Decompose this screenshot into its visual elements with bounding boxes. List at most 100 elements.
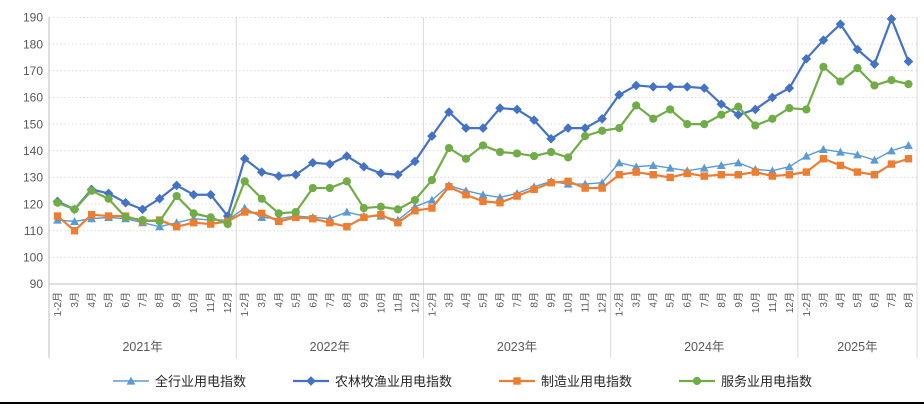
circle-data-point [121,213,130,222]
x-axis-month-label: 10月 [375,292,387,313]
circle-data-point [70,205,79,214]
triangle-data-point [155,222,165,231]
diamond-data-point [239,153,250,164]
series-line [56,144,910,228]
line-chart: 90 100 110 120 130 140 150 160 170 180 190 1-2月 3月 4月… [23,11,918,358]
x-axis-month-label: 5月 [290,292,302,308]
x-axis-month-label: 6月 [682,292,694,308]
x-axis-month-label: 3月 [443,292,455,308]
circle-data-point [632,101,641,110]
x-axis-month-label: 8月 [903,292,915,308]
x-axis-month-label: 12月 [222,292,234,313]
square-data-point [496,199,504,207]
diamond-data-point [205,189,216,200]
x-axis-month-label: 3月 [69,292,81,308]
circle-data-point [529,151,539,161]
x-axis-month-label: 5月 [665,292,677,308]
diamond-data-point [665,81,676,92]
square-data-point [309,215,317,223]
x-axis-year-label: 2025年 [837,340,877,354]
series [53,141,913,231]
diamond-data-point [137,204,148,215]
square-data-point [785,171,794,179]
x-axis-month-label: 11月 [392,292,404,312]
diamond-data-point [120,197,131,208]
circle-data-point [155,217,164,226]
y-axis-tick-label: 150 [23,117,43,131]
series [53,62,913,229]
circle-data-point [836,77,845,86]
chart-legend: 全行业用电指数 农林牧渔业用电指数 制造业用电指数 服务业用电指数 [0,371,924,390]
x-axis-month-label: 11月 [580,292,592,312]
diamond-data-point [393,169,403,180]
circle-data-point [376,202,385,211]
square-data-point [530,185,538,194]
square-data-point [547,179,555,187]
x-axis-month-label: 1-2月 [801,292,813,316]
diamond-data-point [444,107,454,117]
diamond-data-point [784,83,795,93]
circle-data-point [785,104,794,113]
diamond-marker-icon [292,375,329,386]
x-axis-month-label: 3月 [818,292,830,308]
x-axis-month-label: 8月 [341,292,353,308]
circle-data-point [274,209,283,218]
circle-data-point [87,186,96,195]
y-axis-tick-label: 100 [23,251,43,265]
triangle-data-point [495,192,505,201]
diamond-data-point [648,81,658,92]
circle-data-point [615,123,624,133]
series [52,14,914,221]
x-axis-year-label: 2021年 [122,340,162,354]
circle-data-point [393,205,403,214]
circle-data-point [427,175,437,185]
diamond-data-point [614,89,624,100]
diamond-data-point [306,375,316,386]
square-data-point [904,155,913,163]
circle-data-point [308,183,317,193]
triangle-data-point [597,178,607,187]
x-axis-month-label: 5月 [103,292,115,308]
y-axis-tick-label: 180 [23,37,43,51]
diamond-data-point [103,188,114,199]
circle-data-point [172,191,181,201]
circle-data-point [342,177,351,186]
triangle-data-point [648,161,658,170]
square-data-point [751,168,760,176]
x-axis-month-label: 6月 [869,292,881,308]
x-axis-month-label: 7月 [886,292,898,308]
circle-marker-icon [679,376,716,385]
diamond-data-point [359,161,369,172]
diamond-data-point [188,189,199,200]
x-axis-year-label: 2024年 [684,340,724,354]
triangle-data-point [904,141,913,150]
x-axis-month-label: 1-2月 [52,292,64,316]
x-axis-month-label: 4月 [835,292,847,308]
legend-label: 农林牧渔业用电指数 [334,374,452,389]
square-data-point [666,173,674,182]
triangle-data-point [631,162,641,171]
triangle-data-point [767,166,777,175]
diamond-data-point [171,180,182,191]
triangle-data-point [853,150,862,159]
y-axis-tick-label: 120 [23,197,43,211]
circle-data-point [692,376,702,385]
circle-data-point [444,143,454,153]
circle-data-point [257,194,266,203]
triangle-data-point [733,158,743,167]
x-axis-month-label: 9月 [171,292,183,308]
square-data-point [206,220,215,228]
square-data-point [479,197,487,206]
square-data-point [360,213,368,222]
y-axis-tick-label: 140 [23,144,43,158]
legend-label: 全行业用电指数 [154,374,246,389]
x-axis-month-label: 12月 [597,292,609,313]
circle-data-point [189,209,198,218]
circle-data-point [802,105,811,114]
circle-data-point [751,121,760,130]
diamond-data-point [546,133,556,144]
square-data-point [275,217,283,226]
square-data-point [241,208,249,216]
square-marker-icon [499,376,535,385]
x-axis-month-label: 9月 [546,292,558,308]
